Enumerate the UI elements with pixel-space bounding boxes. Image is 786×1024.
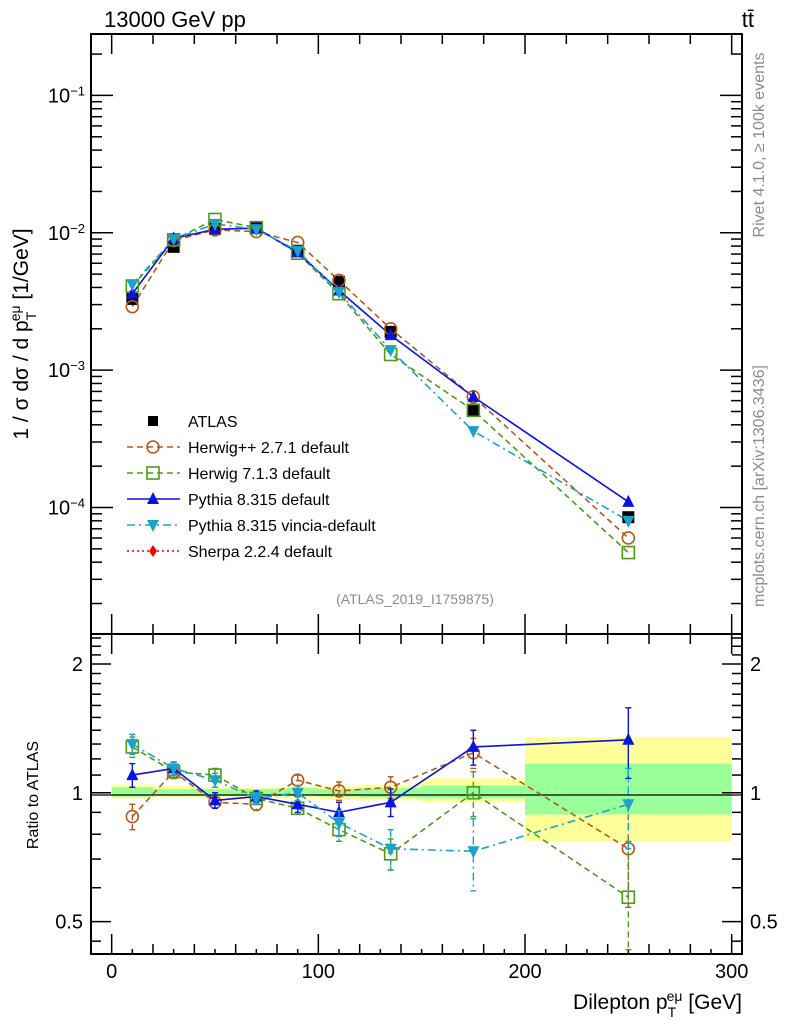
ratio-series-point	[332, 784, 346, 798]
main-series-line	[131, 218, 629, 554]
x-tick-label: 100	[302, 961, 335, 983]
ratio-series-point	[622, 799, 635, 812]
legend-marker	[148, 416, 158, 426]
ratio-series-point	[126, 739, 139, 752]
mcplots-label: mcplots.cern.ch [arXiv:1306.3436]	[751, 365, 768, 607]
ratio-series-point	[467, 846, 480, 859]
ratio-series-point	[384, 795, 397, 808]
ratio-series-point	[209, 793, 221, 806]
ratio-series-point	[126, 768, 139, 781]
main-series-point	[466, 403, 481, 418]
main-series-line	[131, 227, 629, 503]
x-tick-label: 300	[715, 961, 748, 983]
atlas-data-point	[467, 404, 480, 417]
rivet-version-label: Rivet 4.1.0, ≥ 100k events	[751, 53, 768, 238]
ratio-series-point	[167, 763, 180, 776]
main-plot-panel: 10−1 10−2 10−3 10−4 1 / σ dσ / d pTeμ [1/Ge…	[7, 33, 743, 635]
main-series-point	[333, 287, 345, 300]
header-energy-label: 13000 GeV pp	[104, 7, 246, 32]
main-y-tick-label: 10−2	[48, 220, 85, 245]
main-series-point	[126, 279, 139, 292]
ratio-series-point	[466, 785, 481, 800]
ratio-series-point	[467, 739, 480, 752]
legend-label: ATLAS	[188, 414, 238, 431]
ratio-y-tick-label-left: 0.5	[55, 912, 83, 934]
ratio-x-ticks: 0 100 200 300	[106, 634, 748, 983]
ratio-series-point	[125, 809, 140, 824]
main-series-point	[622, 494, 635, 507]
main-series-point	[250, 224, 263, 237]
legend-label: Pythia 8.315 vincia-default	[188, 518, 376, 535]
ratio-series-point	[622, 732, 635, 745]
legend-label: Herwig++ 2.7.1 default	[188, 440, 350, 457]
main-series-point	[125, 299, 140, 314]
ratio-y-tick-label-left: 2	[72, 654, 83, 676]
main-y-axis-label: 1 / σ dσ / d pTeμ [1/GeV]	[7, 228, 39, 439]
ratio-y-axis-label: Ratio to ATLAS	[25, 741, 42, 849]
main-series-line	[131, 229, 629, 539]
main-x-ticks	[110, 34, 733, 634]
main-series-point	[126, 286, 139, 299]
header-process-label: tt̄	[742, 7, 754, 32]
main-y-tick-label: 10−4	[48, 495, 85, 520]
main-series-point	[467, 389, 480, 402]
main-series-point	[467, 426, 480, 439]
legend-marker	[146, 440, 160, 454]
legend-label: Sherpa 2.2.4 default	[188, 544, 333, 561]
ratio-y-tick-label-right: 0.5	[750, 912, 778, 934]
analysis-tag: (ATLAS_2019_I1759875)	[336, 591, 494, 607]
ratio-plot-panel: 0.5 0.5 1 1 2 2 0 100 200 300 Ratio to ATLAS Dil…	[25, 633, 778, 1020]
main-series-point	[622, 515, 635, 528]
x-tick-label: 0	[106, 961, 117, 983]
x-tick-label: 200	[508, 961, 541, 983]
main-y-ticks: 10−1 10−2 10−3 10−4	[48, 53, 742, 605]
ratio-series-point	[209, 775, 221, 788]
main-series-point	[384, 328, 397, 341]
ratio-series-line	[131, 746, 629, 898]
main-series-point	[167, 234, 180, 247]
legend-marker	[147, 492, 159, 504]
main-series-point	[291, 245, 304, 258]
ratio-y-tick-label-left: 1	[72, 783, 83, 805]
ratio-series-group	[125, 707, 636, 951]
ratio-y-ticks: 0.5 0.5 1 1 2 2	[55, 637, 778, 942]
ratio-series-point	[621, 890, 636, 905]
legend-marker	[146, 466, 160, 480]
ratio-uncertainty-bands	[111, 737, 732, 842]
legend: ATLAS Herwig++ 2.7.1 default Herwig 7.1.3 …	[127, 414, 376, 561]
ratio-series-point	[333, 817, 345, 830]
legend-label: Herwig 7.1.3 default	[188, 466, 331, 483]
main-series-point	[621, 545, 636, 560]
ratio-band-stat	[153, 789, 195, 795]
ratio-band-stat	[111, 787, 153, 797]
legend-marker	[147, 520, 159, 532]
ratio-series-point	[291, 787, 304, 800]
legend-label: Pythia 8.315 default	[188, 492, 330, 509]
legend-marker	[149, 545, 157, 557]
main-y-tick-label: 10−3	[48, 358, 85, 383]
ratio-y-tick-label-right: 1	[750, 783, 761, 805]
x-axis-label: Dilepton pTeμ [GeV]	[573, 988, 742, 1020]
main-series-point	[209, 218, 221, 231]
main-series-point	[384, 345, 397, 358]
ratio-series-point	[291, 797, 304, 810]
ratio-series-point	[250, 793, 263, 806]
ratio-plot-frame	[90, 633, 743, 955]
main-series-point	[621, 531, 636, 545]
ratio-y-tick-label-right: 2	[750, 654, 761, 676]
main-y-tick-label: 10−1	[48, 83, 85, 108]
main-series-group	[125, 212, 636, 560]
ratio-series-point	[384, 843, 397, 856]
